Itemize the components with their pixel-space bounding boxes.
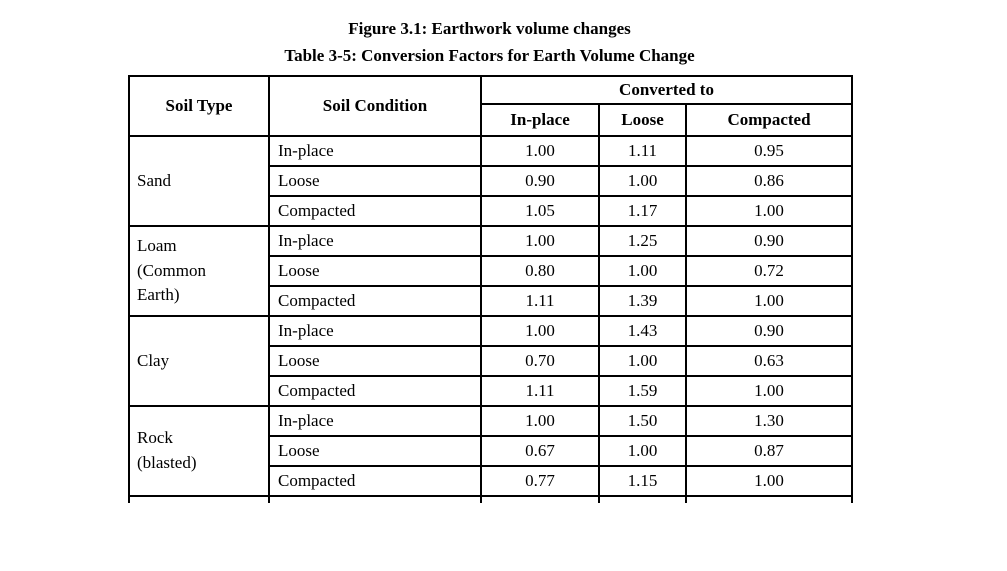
factor-loose: 1.59 — [598, 375, 687, 407]
factor-loose: 1.15 — [598, 465, 687, 497]
factor-in-place: 1.05 — [480, 195, 600, 227]
soil-condition-cell: Loose — [268, 255, 482, 287]
factor-in-place: 1.00 — [480, 315, 600, 347]
factor-compacted: 1.30 — [684, 405, 854, 437]
table-row: Compacted 1.05 1.17 1.00 — [129, 195, 854, 227]
factor-compacted: 1.00 — [684, 375, 854, 407]
factor-in-place: 0.77 — [480, 465, 600, 497]
soil-condition-cell: Compacted — [268, 375, 482, 407]
factor-loose: 1.50 — [598, 405, 687, 437]
factor-in-place: 0.70 — [480, 345, 600, 377]
column-header-converted-to: Converted to — [479, 75, 854, 105]
factor-loose: 1.39 — [598, 285, 687, 317]
soil-condition-cell: In-place — [268, 405, 482, 437]
column-header-in-place: In-place — [480, 103, 600, 137]
soil-condition-cell: Loose — [268, 165, 482, 197]
column-header-soil-type: Soil Type — [128, 75, 270, 137]
factor-loose: 1.43 — [598, 315, 687, 347]
factor-loose: 1.00 — [598, 165, 687, 197]
soil-type-cell-clay: Clay — [128, 315, 270, 407]
factor-loose: 1.11 — [598, 135, 687, 167]
table-row: Loose 0.90 1.00 0.86 — [129, 165, 854, 197]
soil-condition-cell: In-place — [268, 225, 482, 257]
clipped-cell — [128, 495, 270, 503]
soil-type-cell-loam: Loam (Common Earth) — [128, 225, 270, 317]
table-row: Compacted 1.11 1.39 1.00 — [129, 285, 854, 317]
factor-loose: 1.17 — [598, 195, 687, 227]
column-header-soil-condition: Soil Condition — [268, 75, 482, 137]
factor-in-place: 1.11 — [480, 375, 600, 407]
soil-condition-cell: In-place — [268, 135, 482, 167]
factor-loose: 1.00 — [598, 255, 687, 287]
factor-compacted: 0.90 — [684, 315, 854, 347]
table-row: Loose 0.70 1.00 0.63 — [129, 345, 854, 377]
table-row: Loose 0.80 1.00 0.72 — [129, 255, 854, 287]
soil-type-cell-sand: Sand — [128, 135, 270, 227]
column-header-loose: Loose — [598, 103, 687, 137]
factor-in-place: 1.00 — [480, 405, 600, 437]
conversion-factors-table: Soil Type Soil Condition Converted to In… — [128, 75, 854, 503]
factor-loose: 1.25 — [598, 225, 687, 257]
factor-compacted: 1.00 — [684, 465, 854, 497]
clipped-row — [128, 495, 854, 503]
table-row: Compacted 0.77 1.15 1.00 — [129, 465, 854, 497]
factor-loose: 1.00 — [598, 345, 687, 377]
table-row: Loose 0.67 1.00 0.87 — [129, 435, 854, 467]
factor-in-place: 0.90 — [480, 165, 600, 197]
sub-header-row: In-place Loose Compacted — [129, 103, 854, 137]
factor-compacted: 0.86 — [684, 165, 854, 197]
table-row: Clay In-place 1.00 1.43 0.90 — [128, 315, 854, 407]
table-row: Sand In-place 1.00 1.11 0.95 — [128, 135, 854, 227]
factor-loose: 1.00 — [598, 435, 687, 467]
clipped-cell — [268, 495, 482, 503]
column-header-compacted: Compacted — [684, 103, 854, 137]
soil-condition-cell: Compacted — [268, 285, 482, 317]
factor-compacted: 0.63 — [684, 345, 854, 377]
header-row: Soil Type Soil Condition Converted to — [128, 75, 854, 137]
clipped-cell — [684, 495, 854, 503]
soil-type-cell-rock: Rock (blasted) — [128, 405, 270, 497]
factor-compacted: 1.00 — [684, 195, 854, 227]
table-row: Loam (Common Earth) In-place 1.00 1.25 0… — [128, 225, 854, 317]
soil-condition-cell: Compacted — [268, 195, 482, 227]
factor-compacted: 0.72 — [684, 255, 854, 287]
factor-compacted: 0.90 — [684, 225, 854, 257]
table-caption: Table 3-5: Conversion Factors for Earth … — [284, 46, 695, 65]
clipped-cell — [480, 495, 600, 503]
factor-compacted: 0.87 — [684, 435, 854, 467]
factor-in-place: 0.80 — [480, 255, 600, 287]
soil-condition-cell: Compacted — [268, 465, 482, 497]
table-row: Compacted 1.11 1.59 1.00 — [129, 375, 854, 407]
soil-condition-cell: In-place — [268, 315, 482, 347]
factor-in-place: 1.11 — [480, 285, 600, 317]
factor-compacted: 0.95 — [684, 135, 854, 167]
factor-compacted: 1.00 — [684, 285, 854, 317]
clipped-cell — [598, 495, 687, 503]
soil-condition-cell: Loose — [268, 345, 482, 377]
soil-condition-cell: Loose — [268, 435, 482, 467]
factor-in-place: 1.00 — [480, 135, 600, 167]
factor-in-place: 0.67 — [480, 435, 600, 467]
factor-in-place: 1.00 — [480, 225, 600, 257]
figure-caption: Figure 3.1: Earthwork volume changes — [348, 19, 631, 38]
table-row: Rock (blasted) In-place 1.00 1.50 1.30 — [128, 405, 854, 497]
